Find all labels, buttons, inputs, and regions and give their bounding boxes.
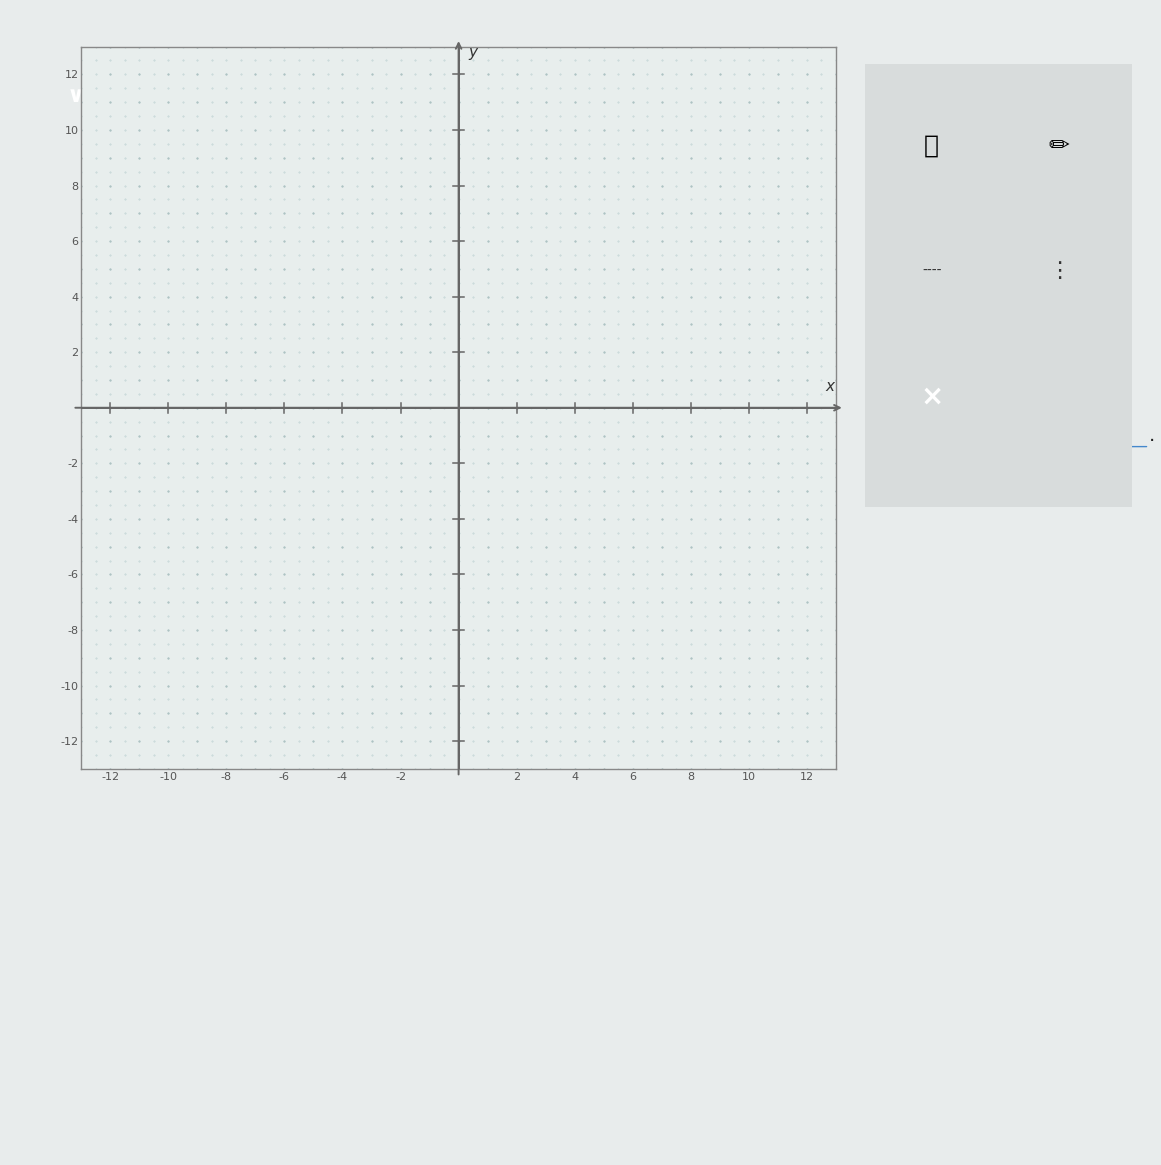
Text: $f(x)=-3\left(\dfrac{3}{2}\right)^{x}$: $f(x)=-3\left(\dfrac{3}{2}\right)^{x}$ <box>255 261 456 317</box>
Text: 🧹: 🧹 <box>924 134 939 157</box>
Text: . T: . T <box>1149 426 1161 445</box>
Text: Plot five points on the graph of the function, and also draw the: Plot five points on the graph of the fun… <box>81 426 701 445</box>
Text: asymptote: asymptote <box>981 426 1086 445</box>
Text: .: . <box>644 132 651 151</box>
Text: exponential function: exponential function <box>261 132 476 151</box>
Text: y: y <box>469 44 478 59</box>
FancyBboxPatch shape <box>857 51 1140 520</box>
Text: x: x <box>825 379 835 394</box>
Text: ×: × <box>920 382 944 410</box>
Text: Graph the: Graph the <box>81 132 193 151</box>
Text: ⋮: ⋮ <box>1048 261 1070 281</box>
Text: ∨: ∨ <box>66 86 85 106</box>
Text: ----: ---- <box>922 263 942 278</box>
Text: ✏️: ✏️ <box>1048 134 1070 157</box>
